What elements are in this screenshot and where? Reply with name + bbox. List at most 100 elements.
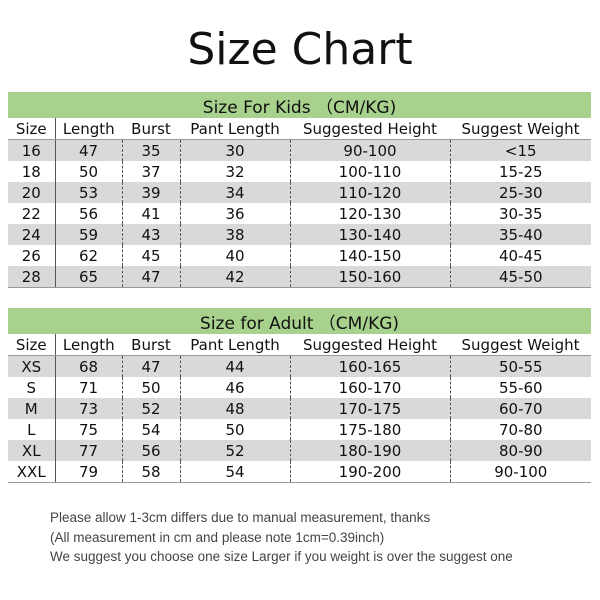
table-cell: 34 — [179, 182, 290, 203]
column-header: Pant Length — [180, 118, 290, 140]
table-row: L 75 54 50 175-180 70-80 — [8, 419, 592, 440]
table-cell: 38 — [179, 224, 290, 245]
table-cell: 71 — [54, 377, 122, 398]
table-cell: <15 — [449, 139, 592, 161]
column-header: Suggest Weight — [450, 334, 592, 356]
table-cell: 160-165 — [289, 355, 450, 377]
note-line: Please allow 1-3cm differs due to manual… — [50, 510, 431, 525]
column-header: Burst — [122, 118, 180, 140]
table-cell: 36 — [179, 203, 290, 224]
kids-size-table: Size For Kids （CM/KG) Size Length Burst Pant… — [8, 92, 592, 288]
table-cell: 50 — [54, 161, 122, 182]
table-cell: 40-45 — [449, 245, 592, 266]
table-cell: S — [8, 377, 56, 398]
table-cell: 40 — [179, 245, 290, 266]
table-cell: 43 — [121, 224, 180, 245]
table-row: XL 77 56 52 180-190 80-90 — [8, 440, 592, 461]
table-cell: 130-140 — [289, 224, 450, 245]
table-cell: 39 — [121, 182, 180, 203]
table-cell: 16 — [8, 139, 56, 161]
table-row: 20 53 39 34 110-120 25-30 — [8, 182, 592, 203]
column-header: Suggested Height — [290, 118, 450, 140]
column-header: Suggested Height — [290, 334, 450, 356]
table-cell: 30-35 — [449, 203, 592, 224]
table-cell: XL — [8, 440, 56, 461]
table-row: 26 62 45 40 140-150 40-45 — [8, 245, 592, 266]
table-row: S 71 50 46 160-170 55-60 — [8, 377, 592, 398]
table-cell: XS — [8, 355, 56, 377]
table-cell: 45-50 — [449, 266, 592, 288]
table-cell: 25-30 — [449, 182, 592, 203]
table-row: 22 56 41 36 120-130 30-35 — [8, 203, 592, 224]
table-cell: 55-60 — [449, 377, 592, 398]
table-row: 18 50 37 32 100-110 15-25 — [8, 161, 592, 182]
table-cell: 175-180 — [289, 419, 450, 440]
table-cell: 160-170 — [289, 377, 450, 398]
table-row: 24 59 43 38 130-140 35-40 — [8, 224, 592, 245]
table-cell: 75 — [54, 419, 122, 440]
table-cell: 20 — [8, 182, 56, 203]
notes: Please allow 1-3cm differs due to manual… — [50, 508, 513, 567]
table-cell: 52 — [121, 398, 180, 419]
table-cell: 68 — [54, 355, 122, 377]
table-cell: 50 — [179, 419, 290, 440]
table-cell: M — [8, 398, 56, 419]
table-banner: Size for Adult （CM/KG) — [8, 308, 592, 334]
table-cell: 48 — [179, 398, 290, 419]
table-cell: 30 — [179, 139, 290, 161]
table-cell: 56 — [121, 440, 180, 461]
table-cell: 24 — [8, 224, 56, 245]
table-cell: 50 — [121, 377, 180, 398]
table-cell: 46 — [179, 377, 290, 398]
table-cell: 54 — [121, 419, 180, 440]
table-cell: 70-80 — [449, 419, 592, 440]
table-cell: 45 — [121, 245, 180, 266]
table-cell: 77 — [54, 440, 122, 461]
table-cell: 65 — [54, 266, 122, 288]
table-cell: 47 — [121, 266, 180, 288]
table-cell: L — [8, 419, 56, 440]
table-cell: 59 — [54, 224, 122, 245]
table-cell: 58 — [121, 461, 180, 483]
table-cell: 47 — [54, 139, 122, 161]
table-cell: 90-100 — [289, 139, 450, 161]
table-cell: 140-150 — [289, 245, 450, 266]
table-row: XS 68 47 44 160-165 50-55 — [8, 355, 592, 377]
table-cell: 41 — [121, 203, 180, 224]
table-cell: 52 — [179, 440, 290, 461]
table-cell: 32 — [179, 161, 290, 182]
table-cell: 26 — [8, 245, 56, 266]
table-banner: Size For Kids （CM/KG) — [8, 92, 592, 118]
table-cell: 22 — [8, 203, 56, 224]
table-cell: 37 — [121, 161, 180, 182]
table-cell: 110-120 — [289, 182, 450, 203]
table-cell: 79 — [54, 461, 122, 483]
table-cell: 170-175 — [289, 398, 450, 419]
table-cell: 42 — [179, 266, 290, 288]
adult-size-table: Size for Adult （CM/KG) Size Length Burst Pan… — [8, 308, 592, 483]
table-cell: 73 — [54, 398, 122, 419]
table-cell: 180-190 — [289, 440, 450, 461]
column-header: Pant Length — [180, 334, 290, 356]
table-cell: XXL — [8, 461, 56, 483]
table-cell: 80-90 — [449, 440, 592, 461]
note-line: We suggest you choose one size Larger if… — [50, 549, 513, 564]
table-cell: 120-130 — [289, 203, 450, 224]
table-cell: 53 — [54, 182, 122, 203]
table-cell: 47 — [121, 355, 180, 377]
page-title: Size Chart — [187, 24, 413, 75]
table-cell: 100-110 — [289, 161, 450, 182]
table-row: 28 65 47 42 150-160 45-50 — [8, 266, 592, 288]
table-cell: 18 — [8, 161, 56, 182]
table-cell: 44 — [179, 355, 290, 377]
table-row: 16 47 35 30 90-100 <15 — [8, 139, 592, 161]
table-cell: 35 — [121, 139, 180, 161]
table-cell: 190-200 — [289, 461, 450, 483]
column-header: Length — [54, 118, 122, 140]
table-cell: 60-70 — [449, 398, 592, 419]
table-cell: 35-40 — [449, 224, 592, 245]
column-header: Size — [8, 334, 56, 356]
table-row: M 73 52 48 170-175 60-70 — [8, 398, 592, 419]
note-line: (All measurement in cm and please note 1… — [50, 529, 385, 545]
table-cell: 15-25 — [449, 161, 592, 182]
